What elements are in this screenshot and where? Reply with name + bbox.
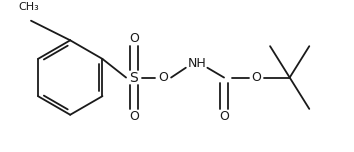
- Text: O: O: [129, 32, 139, 45]
- Text: NH: NH: [188, 57, 207, 70]
- Text: S: S: [130, 71, 138, 85]
- Text: O: O: [158, 71, 168, 84]
- Text: O: O: [129, 110, 139, 123]
- Text: O: O: [251, 71, 261, 84]
- Text: CH₃: CH₃: [19, 2, 39, 12]
- Text: O: O: [219, 110, 229, 123]
